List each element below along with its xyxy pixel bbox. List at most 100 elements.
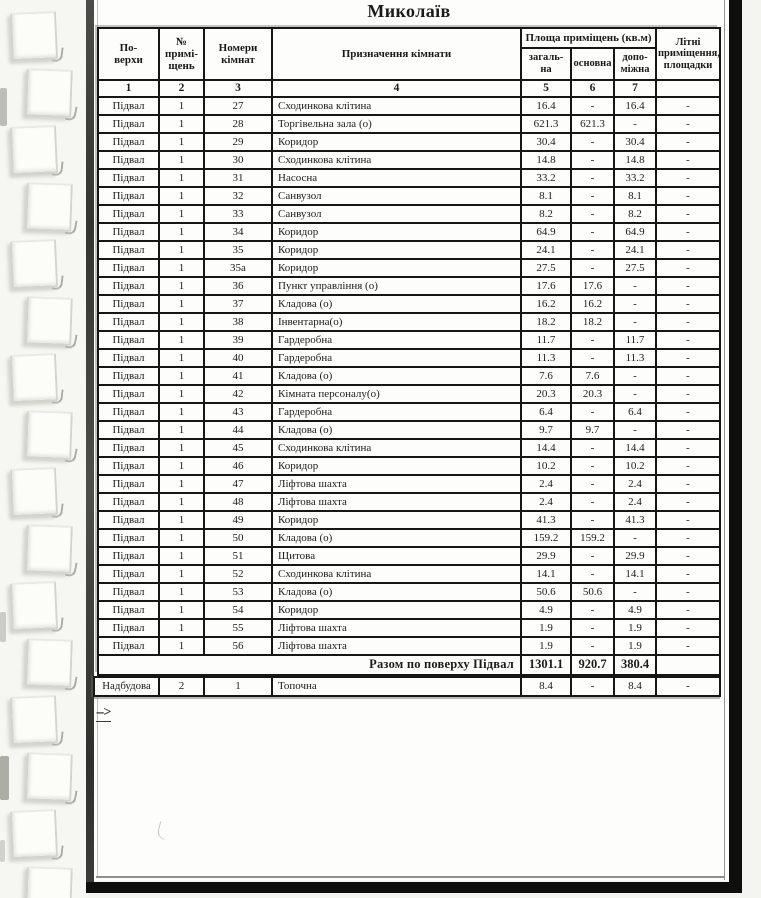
cell-area-aux: 1.9 (613, 636, 657, 656)
cell-area-aux: 8.2 (613, 204, 657, 224)
cell-area-total: 64.9 (520, 222, 572, 242)
cell-premises-no: 1 (158, 474, 205, 494)
cell-area-main: - (570, 222, 615, 242)
cell-premises-no: 1 (158, 132, 205, 152)
cell-summer: - (655, 564, 721, 584)
cell-area-total: 30.4 (520, 132, 572, 152)
cell-area-aux: 14.4 (613, 438, 657, 458)
table-row: Підвал 1 42 Кімната персоналу(о) 20.3 20.3- - (97, 384, 721, 404)
cell-area-main: - (570, 204, 615, 224)
cell-summer: - (655, 186, 721, 206)
cell-premises-no: 1 (158, 402, 205, 422)
cell-area-total: 14.1 (520, 564, 572, 584)
cell-summer: - (655, 402, 721, 422)
cell-purpose: Пункт управління (о) (271, 276, 522, 296)
cell-room-number: 34 (203, 222, 273, 242)
table-row: Підвал 1 56 Ліфтова шахта 1.9-1.9- (97, 636, 721, 656)
cell-room-number: 53 (203, 582, 273, 602)
scan-smudge (0, 840, 5, 862)
cell-room-number: 40 (203, 348, 273, 368)
cell-area-total: 11.7 (520, 330, 572, 350)
continuation-marker: --> (96, 705, 111, 722)
cell-premises-no: 1 (158, 528, 205, 548)
cell-room-number: 38 (203, 312, 273, 332)
cell-floors: Підвал (97, 492, 160, 512)
column-number: 5 (520, 79, 572, 98)
cell-room-number: 29 (203, 132, 273, 152)
cell-floors: Підвал (97, 528, 160, 548)
cell-purpose: Гардеробна (271, 330, 522, 350)
table-row: Підвал 1 47 Ліфтова шахта 2.4-2.4- (97, 474, 721, 494)
cell-room-number: 41 (203, 366, 273, 386)
premises-table: По- верхи № примі- щень Номери кімнат Пр… (97, 27, 721, 676)
cell-area-total: 8.1 (520, 186, 572, 206)
cell-purpose: Сходинкова клітина (271, 564, 522, 584)
cell-floors: Надбудова (93, 676, 160, 697)
page-frame-bottom (86, 882, 742, 893)
cell-area-main: - (570, 258, 615, 278)
cell-floors: Підвал (97, 114, 160, 134)
cell-summer: - (655, 528, 721, 548)
cell-summer: - (655, 276, 721, 296)
cell-area-aux: - (613, 582, 657, 602)
cell-purpose: Коридор (271, 456, 522, 476)
table-row: Підвал 1 39 Гардеробна 11.7-11.7- (97, 330, 721, 350)
cell-area-total: 20.3 (520, 384, 572, 404)
cell-area-main: 159.2 (570, 528, 615, 548)
header-area-total: загаль- на (520, 47, 572, 81)
cell-area-total: 14.8 (520, 150, 572, 170)
table-row: Підвал 1 54 Коридор 4.9-4.9- (97, 600, 721, 620)
cell-area-total: 27.5 (520, 258, 572, 278)
cell-room-number: 30 (203, 150, 273, 170)
cell-room-number: 39 (203, 330, 273, 350)
floor-total-area-main: 920.7 (570, 654, 615, 676)
cell-floors: Підвал (97, 132, 160, 152)
cell-area-aux: 8.4 (613, 676, 657, 697)
table-row: Підвал 1 33 Санвузол 8.2-8.2- (97, 204, 721, 224)
cell-area-total: 11.3 (520, 348, 572, 368)
header-area-aux: допо- міжна (613, 47, 657, 81)
cell-floors: Підвал (97, 186, 160, 206)
cell-area-aux: 6.4 (613, 402, 657, 422)
cell-floors: Підвал (97, 546, 160, 566)
cell-floors: Підвал (97, 330, 160, 350)
cell-room-number: 28 (203, 114, 273, 134)
cell-purpose: Торгівельна зала (о) (271, 114, 522, 134)
cell-area-main: - (570, 186, 615, 206)
cell-floors: Підвал (97, 564, 160, 584)
cell-summer: - (655, 582, 721, 602)
cell-area-total: 24.1 (520, 240, 572, 260)
cell-area-main: - (570, 132, 615, 152)
cell-summer: - (655, 384, 721, 404)
cell-summer: - (655, 258, 721, 278)
scan-smudge (0, 756, 9, 800)
binding-hole (25, 638, 73, 688)
cell-room-number: 32 (203, 186, 273, 206)
cell-summer: - (655, 618, 721, 638)
cell-premises-no: 1 (158, 114, 205, 134)
cell-premises-no: 1 (158, 618, 205, 638)
cell-room-number: 43 (203, 402, 273, 422)
cell-area-aux: 11.3 (613, 348, 657, 368)
table-row: Підвал 1 35а Коридор 27.5-27.5- (97, 258, 721, 278)
floor-total-row: Разом по поверху Підвал 1301.1 920.7 380… (97, 654, 721, 676)
cell-area-main: 20.3 (570, 384, 615, 404)
cell-area-main: 7.6 (570, 366, 615, 386)
header-area-group: Площа приміщень (кв.м) (520, 27, 657, 49)
frame-inner-line (96, 876, 725, 878)
frame-inner-line (724, 0, 725, 880)
cell-area-aux: 2.4 (613, 492, 657, 512)
cell-area-total: 6.4 (520, 402, 572, 422)
cell-floors: Підвал (97, 168, 160, 188)
binding-hole (25, 866, 73, 898)
cell-area-total: 2.4 (520, 474, 572, 494)
cell-room-number: 50 (203, 528, 273, 548)
cell-room-number: 52 (203, 564, 273, 584)
column-number: 3 (203, 79, 273, 98)
cell-area-main: - (570, 240, 615, 260)
cell-room-number: 48 (203, 492, 273, 512)
table-row: Підвал 1 53 Кладова (о) 50.6 50.6- - (97, 582, 721, 602)
table-row: Підвал 1 27 Сходинкова клітина 16.4-16.4- (97, 96, 721, 116)
cell-area-main: - (570, 330, 615, 350)
